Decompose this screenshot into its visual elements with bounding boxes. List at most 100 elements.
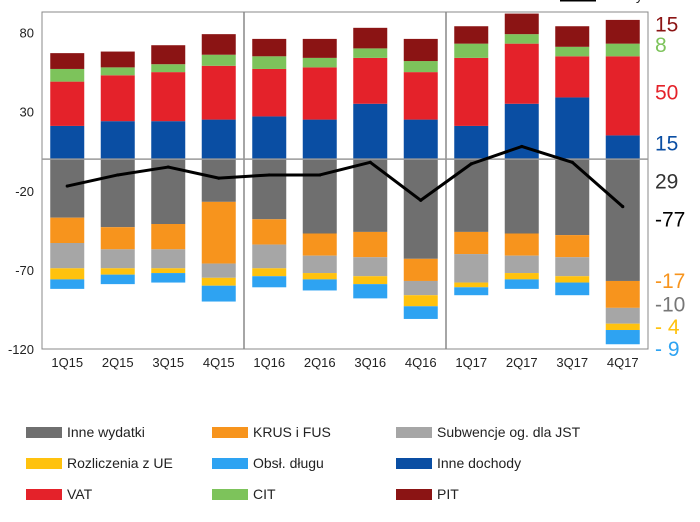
bar-pit-1Q16: [252, 38, 287, 57]
bar-pit-2Q15: [100, 51, 135, 68]
bar-vat-1Q16: [252, 68, 287, 117]
x-tick-label: 4Q17: [607, 355, 639, 370]
legend-label: Inne wydatki: [67, 424, 145, 440]
bar-pit-1Q17: [454, 26, 489, 44]
x-tick-label: 3Q16: [354, 355, 386, 370]
bar-krus-i-fus-4Q17: [605, 280, 640, 308]
bar-obs-d-ugu-1Q15: [50, 279, 85, 289]
side-label: - 9: [655, 338, 680, 361]
bar-subwencje-og-dla-jst-3Q17: [555, 257, 590, 277]
bar-obs-d-ugu-2Q16: [302, 279, 337, 291]
bar-pit-3Q15: [151, 45, 186, 65]
bar-cit-3Q16: [353, 48, 388, 58]
bar-obs-d-ugu-1Q17: [454, 287, 489, 296]
legend-label: Rozliczenia z UE: [67, 455, 173, 471]
bar-pit-1Q15: [50, 53, 85, 69]
side-label: -17: [655, 270, 685, 293]
legend-swatch-krus-i-fus: [212, 427, 248, 438]
legend-swatch-inne-dochody: [396, 458, 432, 469]
bar-subwencje-og-dla-jst-1Q15: [50, 242, 85, 269]
bar-vat-1Q15: [50, 81, 85, 126]
bar-krus-i-fus-1Q17: [454, 231, 489, 255]
bar-cit-2Q17: [504, 34, 539, 44]
legend: Inne wydatki KRUS i FUS Subwencje og. dla …: [26, 0, 647, 502]
bar-obs-d-ugu-3Q17: [555, 282, 590, 296]
bar-pit-2Q17: [504, 13, 539, 35]
deficyt-point-2Q16: [318, 173, 322, 177]
legend-label: Obsł. długu: [253, 455, 324, 471]
deficyt-point-3Q15: [166, 165, 170, 169]
bar-rozliczenia-z-ue-3Q16: [353, 276, 388, 285]
legend-swatch-pit: [396, 489, 432, 500]
bar-obs-d-ugu-1Q16: [252, 276, 287, 288]
deficyt-point-1Q15: [65, 184, 69, 188]
bar-vat-4Q17: [605, 56, 640, 136]
bar-inne-wydatki-1Q15: [50, 159, 85, 218]
bar-krus-i-fus-4Q16: [403, 258, 438, 281]
deficyt-point-3Q16: [368, 160, 372, 164]
bar-inne-wydatki-2Q15: [100, 159, 135, 228]
bar-pit-4Q17: [605, 19, 640, 44]
deficyt-point-4Q17: [621, 205, 625, 209]
legend-label: CIT: [253, 486, 276, 502]
legend-label: Subwencje og. dla JST: [437, 424, 581, 440]
bar-pit-2Q16: [302, 38, 337, 58]
bar-obs-d-ugu-4Q16: [403, 306, 438, 319]
bar-krus-i-fus-1Q15: [50, 217, 85, 243]
deficyt-point-2Q15: [116, 173, 120, 177]
x-tick-label: 1Q15: [51, 355, 83, 370]
bar-rozliczenia-z-ue-4Q17: [605, 323, 640, 331]
bar-cit-2Q16: [302, 57, 337, 68]
legend-label: KRUS i FUS: [253, 424, 331, 440]
bar-cit-4Q17: [605, 43, 640, 57]
bar-pit-4Q15: [201, 34, 236, 55]
bar-krus-i-fus-2Q16: [302, 233, 337, 256]
bar-krus-i-fus-3Q16: [353, 231, 388, 258]
y-tick-label: -20: [15, 184, 34, 199]
x-tick-label: 2Q16: [304, 355, 336, 370]
bar-obs-d-ugu-2Q17: [504, 279, 539, 289]
bar-vat-4Q16: [403, 72, 438, 120]
x-tick-label: 4Q16: [405, 355, 437, 370]
bar-inne-wydatki-4Q15: [201, 159, 236, 202]
legend-swatch-rozliczenia-z-ue: [26, 458, 62, 469]
x-tick-label: 2Q17: [506, 355, 538, 370]
bar-inne-dochody-1Q17: [454, 125, 489, 160]
legend-swatch-vat: [26, 489, 62, 500]
bar-vat-2Q16: [302, 67, 337, 120]
bar-cit-1Q15: [50, 68, 85, 82]
bar-inne-dochody-3Q15: [151, 121, 186, 160]
bar-cit-3Q15: [151, 64, 186, 73]
bar-obs-d-ugu-3Q15: [151, 273, 186, 283]
bar-krus-i-fus-2Q15: [100, 227, 135, 250]
bar-krus-i-fus-1Q16: [252, 219, 287, 245]
bar-inne-dochody-1Q15: [50, 125, 85, 160]
bar-subwencje-og-dla-jst-4Q17: [605, 307, 640, 324]
legend-label: VAT: [67, 486, 93, 502]
bar-cit-1Q17: [454, 43, 489, 58]
bar-inne-dochody-2Q16: [302, 119, 337, 160]
x-tick-label: 4Q15: [203, 355, 235, 370]
bar-inne-dochody-3Q16: [353, 103, 388, 160]
bar-cit-1Q16: [252, 56, 287, 69]
bar-subwencje-og-dla-jst-3Q15: [151, 249, 186, 269]
y-tick-label: 30: [20, 105, 34, 120]
side-label: 15: [655, 132, 678, 155]
legend-label: PIT: [437, 486, 459, 502]
bar-obs-d-ugu-2Q15: [100, 274, 135, 285]
bar-vat-3Q17: [555, 56, 590, 98]
bar-subwencje-og-dla-jst-1Q16: [252, 244, 287, 269]
plot-area: 80 30 -20 -70 -120 1Q15 2Q15 3Q15 4Q15 1Q16 2Q16 3Q…: [8, 11, 685, 370]
deficyt-point-1Q17: [469, 162, 473, 166]
y-tick-label: -120: [8, 342, 34, 357]
deficyt-point-4Q16: [419, 198, 423, 202]
bar-vat-3Q15: [151, 72, 186, 122]
bar-obs-d-ugu-4Q15: [201, 285, 236, 302]
bar-subwencje-og-dla-jst-2Q15: [100, 249, 135, 269]
bar-cit-4Q16: [403, 61, 438, 73]
bar-obs-d-ugu-3Q16: [353, 284, 388, 299]
side-label: 8: [655, 34, 667, 57]
bar-inne-wydatki-1Q17: [454, 159, 489, 232]
bar-subwencje-og-dla-jst-2Q16: [302, 255, 337, 274]
bar-cit-4Q15: [201, 54, 236, 66]
